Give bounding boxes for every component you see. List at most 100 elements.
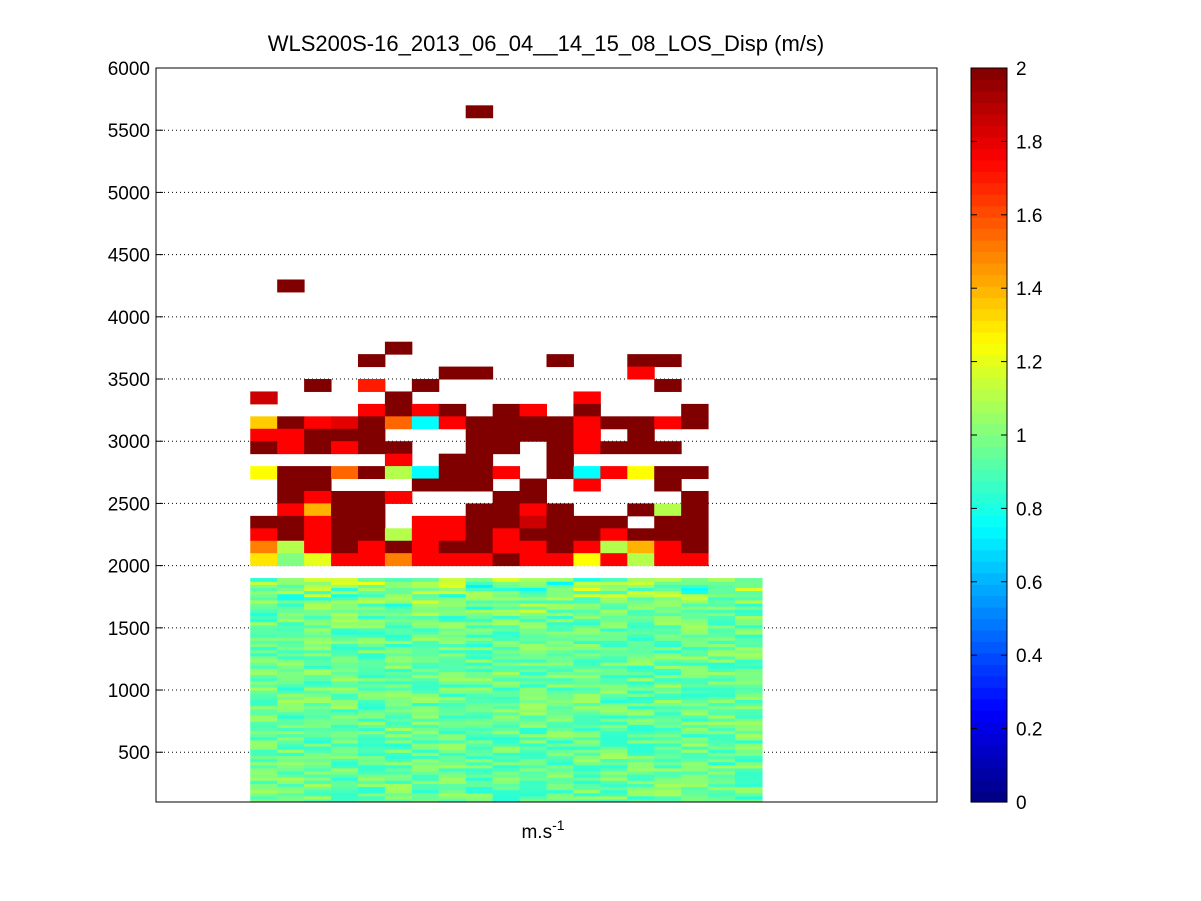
heatmap-cell (492, 770, 521, 775)
heatmap-cell (708, 630, 736, 635)
heatmap-cell (600, 674, 628, 679)
heatmap-cell (519, 609, 548, 613)
heatmap-cell (627, 668, 655, 672)
heatmap-cell (384, 453, 413, 467)
heatmap-cell (411, 606, 440, 610)
heatmap-cell (357, 696, 386, 700)
heatmap-cell (277, 786, 305, 791)
heatmap-cell (331, 777, 359, 781)
heatmap-cell (277, 553, 305, 567)
heatmap-cell (465, 705, 494, 710)
heatmap-cell (384, 391, 413, 405)
heatmap-cell (411, 702, 440, 707)
heatmap-cell (681, 637, 709, 641)
colorbar-segment (971, 767, 1007, 780)
colorbar-segment (971, 320, 1007, 333)
heatmap-cell (735, 587, 763, 592)
heatmap-cell (250, 391, 278, 405)
heatmap-cell (304, 680, 332, 685)
heatmap-cell (277, 587, 305, 592)
heatmap-cell (735, 795, 763, 800)
heatmap-cell (600, 627, 628, 632)
heatmap-cell (384, 615, 413, 620)
heatmap-cell (573, 478, 601, 492)
heatmap-cell (250, 528, 278, 542)
heatmap-cell (546, 730, 575, 735)
colorbar-tick-label: 0.4 (1016, 646, 1043, 667)
heatmap-cell (277, 721, 305, 725)
heatmap-cell (331, 441, 359, 455)
heatmap-cell (627, 798, 655, 802)
heatmap-cell (573, 764, 601, 769)
heatmap-cell (681, 634, 709, 638)
heatmap-cell (304, 652, 332, 657)
heatmap-cell (492, 798, 521, 802)
heatmap-cell (465, 652, 494, 657)
heatmap-cell (546, 742, 575, 747)
heatmap-cell (331, 649, 359, 654)
heatmap-cell (438, 634, 467, 638)
heatmap-cell (357, 490, 386, 504)
heatmap-cell (600, 711, 628, 716)
heatmap-cell (357, 739, 386, 744)
heatmap-cell (627, 553, 655, 567)
heatmap-cell (708, 714, 736, 719)
heatmap-cell (304, 674, 332, 679)
heatmap-cell (411, 553, 440, 567)
heatmap-cell (465, 596, 494, 601)
heatmap-cell (735, 655, 763, 660)
heatmap-cell (681, 727, 709, 732)
heatmap-cell (600, 696, 628, 700)
heatmap-cell (735, 668, 763, 672)
colorbar-tick-label: 1.4 (1016, 279, 1043, 300)
colorbar-segment (971, 572, 1007, 585)
heatmap-cell (492, 708, 521, 713)
heatmap-cell (600, 786, 628, 791)
heatmap-cell (708, 643, 736, 648)
heatmap-cell (384, 665, 413, 669)
heatmap-cell (573, 795, 601, 800)
heatmap-cell (573, 596, 601, 601)
heatmap-cell (384, 609, 413, 613)
heatmap-cell (438, 599, 467, 604)
heatmap-cell (627, 770, 655, 775)
heatmap-cell (277, 777, 305, 781)
heatmap-cell (250, 606, 278, 610)
heatmap-cell (546, 646, 575, 651)
heatmap-cell (519, 478, 547, 492)
heatmap-cell (654, 767, 682, 772)
heatmap-cell (384, 662, 413, 666)
y-tick-label: 3000 (108, 432, 150, 453)
heatmap-cell (277, 736, 305, 741)
heatmap-cell (250, 739, 278, 744)
heatmap-cell (438, 615, 467, 620)
heatmap-cell (546, 724, 575, 728)
heatmap-cell (573, 627, 601, 632)
heatmap-cell (384, 618, 413, 623)
heatmap-cell (708, 777, 736, 781)
heatmap-cell (627, 774, 655, 778)
heatmap-cell (411, 711, 440, 716)
heatmap-cell (519, 755, 548, 760)
heatmap-cell (735, 693, 763, 697)
heatmap-cell (600, 727, 628, 732)
heatmap-cell (519, 770, 548, 775)
heatmap-cell (627, 677, 655, 682)
colorbar-segment (971, 377, 1007, 390)
heatmap-cell (438, 770, 467, 775)
heatmap-cell (465, 674, 494, 679)
heatmap-cell (465, 770, 494, 775)
heatmap-cell (519, 662, 548, 666)
heatmap-cell (438, 677, 467, 682)
heatmap-cell (735, 609, 763, 613)
heatmap-cell (384, 795, 413, 800)
heatmap-cell (465, 609, 494, 613)
heatmap-cell (304, 780, 332, 784)
heatmap-cell (681, 665, 709, 669)
heatmap-cell (465, 774, 494, 778)
heatmap-cell (438, 627, 467, 632)
heatmap-cell (384, 705, 413, 710)
heatmap-cell (465, 665, 494, 669)
heatmap-cell (681, 674, 709, 679)
heatmap-cell (627, 680, 655, 685)
